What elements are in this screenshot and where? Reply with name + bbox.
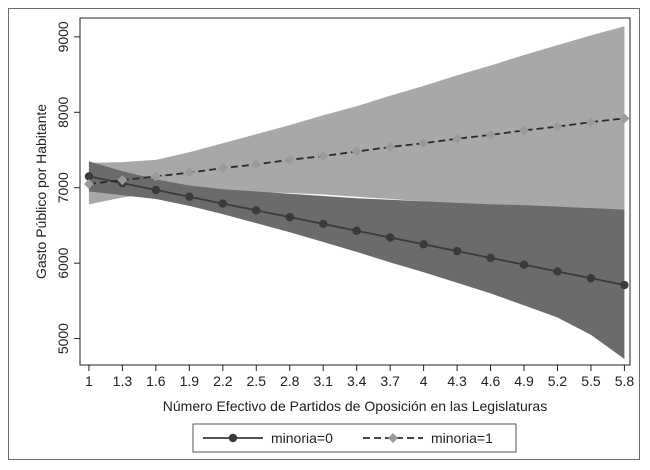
point-minoria-1: [83, 178, 94, 189]
point-minoria-1: [485, 129, 496, 140]
x-tick-label: 4.6: [481, 373, 501, 389]
legend-items: minoria=0 minoria=1: [203, 430, 493, 446]
point-minoria-0: [352, 226, 361, 235]
legend: minoria=0 minoria=1: [192, 423, 517, 453]
point-minoria-0: [586, 274, 596, 283]
x-tick-label: 2.2: [213, 373, 233, 389]
point-minoria-0: [486, 253, 495, 263]
point-minoria-1: [284, 154, 295, 165]
point-minoria-1: [117, 175, 128, 186]
x-tick-label: 1.3: [113, 373, 133, 389]
point-minoria-0: [185, 192, 194, 201]
x-tick-label: 1.6: [146, 373, 166, 389]
y-tick-label: 8000: [55, 97, 71, 128]
point-minoria-1: [452, 133, 463, 144]
point-minoria-1: [251, 159, 262, 170]
point-minoria-1: [385, 141, 396, 152]
point-minoria-0: [419, 240, 428, 249]
point-minoria-0: [285, 212, 294, 222]
point-minoria-0: [218, 199, 227, 208]
point-minoria-0: [385, 233, 395, 242]
x-tick-label: 5.2: [548, 373, 568, 389]
x-tick-label: 4: [420, 373, 428, 389]
x-axis-title: Número Efectivo de Partidos de Oposición…: [163, 398, 547, 414]
point-minoria-0: [553, 267, 562, 276]
x-tick-label: 2.5: [247, 373, 267, 389]
ci-band-minoria-0: [88, 161, 625, 359]
point-minoria-0: [620, 280, 629, 290]
point-minoria-0: [452, 246, 462, 256]
point-minoria-1: [619, 113, 630, 124]
legend-label-minoria-1: minoria=1: [431, 430, 493, 446]
point-minoria-0: [252, 206, 261, 215]
y-tick-label: 6000: [55, 247, 71, 278]
x-tick-label: 3.4: [347, 373, 367, 389]
y-tick-label: 5000: [55, 323, 71, 354]
legend-marker-minoria-1: [388, 433, 398, 443]
point-minoria-0: [319, 219, 328, 229]
x-tick-label: 4.9: [514, 373, 534, 389]
point-minoria-1: [351, 146, 362, 157]
point-minoria-1: [519, 125, 530, 136]
point-minoria-1: [184, 167, 195, 178]
point-minoria-1: [150, 171, 161, 182]
x-tick-label: 5.8: [615, 373, 635, 389]
point-minoria-0: [151, 185, 161, 195]
x-tick-label: 3.1: [313, 373, 333, 389]
y-axis-title: Gasto Público por Habitante: [33, 104, 49, 279]
y-tick-label: 9000: [55, 21, 71, 52]
x-tick-label: 1.9: [180, 373, 200, 389]
point-minoria-1: [418, 138, 429, 149]
point-minoria-0: [84, 172, 94, 181]
legend-label-minoria-0: minoria=0: [271, 430, 333, 446]
y-tick-label: 7000: [55, 172, 71, 203]
point-minoria-0: [519, 260, 529, 269]
axis-layer: 1 1.3 1.6 1.9 2.2 2.5 2.8 3.1 3.4 3.7 4 4.3 4.6 4.9 5.…: [55, 21, 634, 389]
plot-area-border: [79, 17, 631, 366]
x-tick-label: 2.8: [280, 373, 300, 389]
x-tick-label: 5.5: [581, 373, 601, 389]
x-tick-label: 1: [85, 373, 93, 389]
plot-layer: [83, 26, 630, 359]
x-tick-label: 3.7: [380, 373, 400, 389]
point-minoria-1: [217, 163, 228, 174]
x-tick-label: 4.3: [447, 373, 467, 389]
point-minoria-1: [585, 117, 596, 128]
legend-marker-minoria-0: [228, 433, 238, 443]
point-minoria-1: [552, 121, 563, 132]
point-minoria-1: [318, 151, 329, 162]
